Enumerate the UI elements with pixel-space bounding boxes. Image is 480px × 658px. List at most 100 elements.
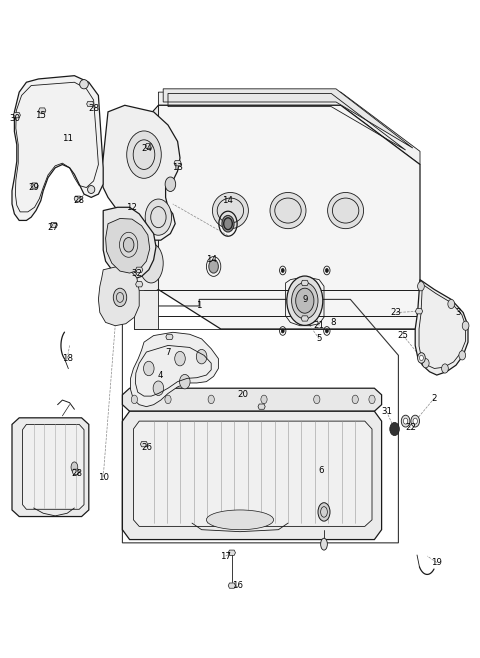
Ellipse shape	[390, 422, 399, 436]
Polygon shape	[228, 550, 235, 555]
Text: 7: 7	[165, 347, 171, 357]
Ellipse shape	[325, 329, 328, 333]
Polygon shape	[122, 388, 382, 411]
Ellipse shape	[292, 283, 318, 318]
Text: 10: 10	[98, 472, 108, 482]
Ellipse shape	[459, 351, 466, 360]
Polygon shape	[101, 105, 180, 240]
Ellipse shape	[71, 462, 78, 472]
Text: 19: 19	[432, 558, 442, 567]
Polygon shape	[134, 290, 158, 329]
Polygon shape	[158, 105, 420, 329]
Polygon shape	[258, 404, 265, 409]
Text: 3: 3	[456, 308, 461, 317]
Polygon shape	[86, 101, 94, 107]
Polygon shape	[74, 196, 81, 201]
Text: 20: 20	[237, 390, 248, 399]
Text: 12: 12	[127, 203, 137, 212]
Text: 26: 26	[141, 443, 152, 452]
Ellipse shape	[325, 268, 328, 272]
Polygon shape	[228, 583, 235, 588]
Polygon shape	[23, 424, 84, 509]
Ellipse shape	[127, 131, 161, 178]
Polygon shape	[301, 280, 308, 286]
Text: 23: 23	[391, 308, 401, 317]
Ellipse shape	[80, 80, 88, 89]
Text: 27: 27	[48, 222, 58, 232]
Text: 28: 28	[72, 469, 82, 478]
Polygon shape	[98, 266, 139, 326]
Polygon shape	[131, 332, 218, 407]
Text: 28: 28	[74, 196, 84, 205]
Text: 31: 31	[381, 407, 392, 416]
Ellipse shape	[296, 288, 314, 313]
Ellipse shape	[418, 282, 424, 291]
Polygon shape	[72, 469, 79, 474]
Polygon shape	[135, 267, 143, 272]
Ellipse shape	[403, 418, 408, 424]
Ellipse shape	[132, 395, 138, 403]
Text: 30: 30	[9, 114, 20, 123]
Polygon shape	[415, 309, 422, 314]
Polygon shape	[145, 143, 153, 149]
Ellipse shape	[145, 199, 172, 236]
Ellipse shape	[422, 359, 429, 368]
Text: 17: 17	[220, 551, 231, 561]
Ellipse shape	[153, 381, 164, 395]
Ellipse shape	[413, 418, 418, 424]
Text: 24: 24	[141, 143, 152, 153]
Ellipse shape	[321, 538, 327, 550]
Polygon shape	[31, 183, 38, 188]
Text: 16: 16	[232, 581, 243, 590]
Ellipse shape	[352, 395, 358, 403]
Ellipse shape	[369, 395, 375, 403]
Ellipse shape	[209, 260, 218, 273]
Polygon shape	[13, 113, 20, 118]
Text: 22: 22	[405, 423, 416, 432]
Ellipse shape	[165, 395, 171, 403]
Polygon shape	[103, 207, 156, 280]
Ellipse shape	[281, 329, 284, 333]
Ellipse shape	[206, 510, 274, 530]
Ellipse shape	[420, 355, 423, 361]
Polygon shape	[122, 411, 382, 540]
Ellipse shape	[261, 395, 267, 403]
Text: 11: 11	[62, 134, 72, 143]
Text: 32: 32	[132, 268, 142, 278]
Polygon shape	[12, 76, 103, 220]
Ellipse shape	[411, 415, 420, 427]
Ellipse shape	[88, 186, 95, 193]
Ellipse shape	[270, 192, 306, 228]
Ellipse shape	[144, 361, 154, 376]
Ellipse shape	[462, 321, 469, 330]
Polygon shape	[12, 418, 89, 517]
Text: 8: 8	[331, 318, 336, 327]
Text: 28: 28	[88, 104, 99, 113]
Text: 18: 18	[62, 354, 72, 363]
Text: 4: 4	[158, 370, 164, 380]
Text: 14: 14	[206, 255, 216, 265]
Ellipse shape	[281, 268, 284, 272]
Ellipse shape	[180, 374, 190, 389]
Text: 15: 15	[36, 111, 46, 120]
Ellipse shape	[318, 503, 330, 521]
Polygon shape	[415, 280, 468, 375]
Ellipse shape	[165, 177, 176, 191]
Ellipse shape	[448, 299, 455, 309]
Polygon shape	[135, 282, 143, 287]
Polygon shape	[50, 222, 58, 228]
Polygon shape	[140, 442, 148, 447]
Polygon shape	[163, 89, 413, 148]
Polygon shape	[174, 161, 181, 166]
Ellipse shape	[418, 353, 425, 363]
Text: 5: 5	[316, 334, 322, 343]
Text: 9: 9	[302, 295, 308, 304]
Ellipse shape	[123, 238, 134, 252]
Text: 13: 13	[172, 163, 183, 172]
Text: 29: 29	[28, 183, 39, 192]
Text: 21: 21	[314, 321, 324, 330]
Text: 1: 1	[196, 301, 202, 311]
Ellipse shape	[175, 351, 185, 366]
Text: 6: 6	[319, 466, 324, 475]
Polygon shape	[166, 334, 173, 340]
